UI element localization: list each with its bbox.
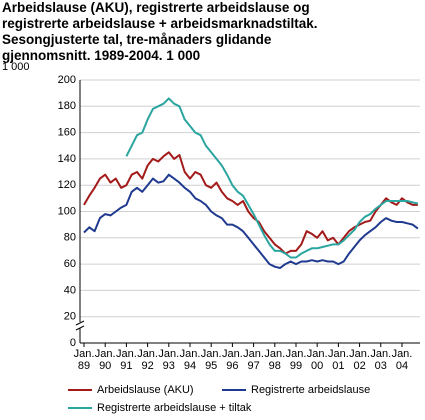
y-tick-label: 0 [70,337,76,349]
x-tick-label: Jan. 93 [158,348,180,372]
y-tick-label: 100 [58,205,76,217]
chart-title: Arbeidslause (AKU), registrerte arbeidsl… [2,0,318,63]
y-tick-label: 80 [64,232,76,244]
axis-break [76,322,84,328]
x-tick-label: Jan. 94 [179,348,201,372]
x-tick-label: Jan. 97 [243,348,264,372]
y-tick-label: 40 [64,284,76,296]
series-line [83,173,419,269]
x-tick-label: Jan. 02 [349,348,370,372]
x-tick-label: Jan. 00 [306,348,328,372]
y-tick-label: 160 [58,127,76,139]
x-tick-label: Jan. 98 [264,348,286,372]
x-tick-label: Jan. 89 [73,348,95,372]
series-line [125,97,419,259]
x-tick-label: Jan. 04 [391,348,413,372]
axis-break [75,320,85,326]
axis-break [75,325,85,331]
x-tick-label: Jan. 03 [370,348,392,372]
y-tick-label: 60 [64,258,76,270]
x-tick-label: Jan. 99 [285,348,307,372]
legend-label: Registrerte arbeidslause [251,384,370,396]
y-tick-label: 200 [58,74,76,86]
x-tick-label: Jan. 90 [94,348,116,372]
x-tick-label: Jan. 01 [327,348,349,372]
y-tick-label: 180 [58,100,76,112]
y-unit: 1 000 [2,61,30,73]
x-tick-label: Jan. 96 [221,348,243,372]
y-tick-label: 120 [58,179,76,191]
y-tick-label: 20 [64,311,76,323]
x-tick-label: Jan. 92 [137,348,158,372]
legend-label: Arbeidslause (AKU) [97,384,194,396]
x-tick-label: Jan. 95 [200,348,222,372]
series-line [83,151,418,255]
x-tick-label: Jan. 91 [115,348,137,372]
y-tick-label: 140 [58,153,76,165]
legend-label: Registrerte arbeidslause + tiltak [97,402,252,414]
